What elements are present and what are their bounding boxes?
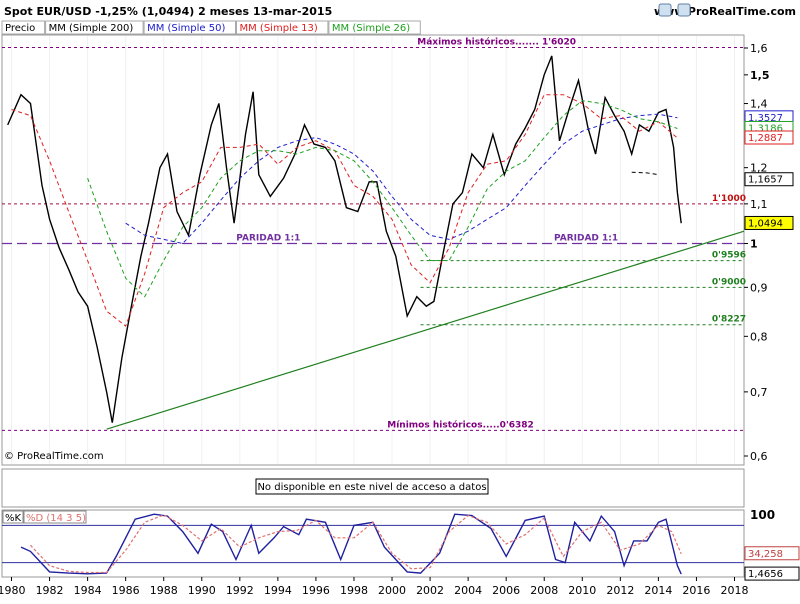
price-axis: 1,6 1,5 1,4 1,2 1,1 1 0,9 0,8 0,7 0,6 1,35271,3186… bbox=[744, 42, 794, 463]
value-label-3: 1,2887 bbox=[748, 133, 783, 144]
osc-tick-label: 100 bbox=[750, 508, 775, 522]
x-tick-label: 1980 bbox=[0, 584, 26, 597]
series-mm-simple-13- bbox=[11, 94, 678, 327]
x-tick-label: 2008 bbox=[530, 584, 558, 597]
osc-d-legend-box bbox=[23, 510, 87, 524]
x-tick-label: 2002 bbox=[416, 584, 444, 597]
value-label-box-3 bbox=[744, 130, 794, 145]
x-tick-label: 2000 bbox=[378, 584, 406, 597]
legend-item-4: MM (Simple 26) bbox=[332, 23, 410, 34]
osc-value-label-1: 1,4656 bbox=[748, 569, 783, 580]
osc-value-box-0 bbox=[744, 546, 800, 561]
y-tick-label: 1,1 bbox=[750, 198, 768, 211]
trendline bbox=[106, 230, 745, 430]
value-label-4: 1,1657 bbox=[748, 175, 783, 186]
y-tick-label: 0,7 bbox=[750, 386, 768, 399]
level-label-5: 0'8227 bbox=[712, 315, 746, 325]
series-mm-simple-50- bbox=[125, 113, 678, 245]
toolbar-icons[interactable] bbox=[658, 3, 691, 17]
value-label-2: 1,3186 bbox=[748, 123, 783, 134]
x-tick-label: 2004 bbox=[454, 584, 482, 597]
site-url[interactable]: www.ProRealTime.com bbox=[654, 5, 796, 18]
legend-item-3: MM (Simple 13) bbox=[240, 23, 318, 34]
x-tick-label: 2010 bbox=[568, 584, 596, 597]
y-tick-label: 1 bbox=[750, 238, 758, 251]
series-precio bbox=[7, 55, 682, 423]
oscillator-legend: %K %D (14 3 5) bbox=[2, 510, 87, 524]
x-tick-label: 1996 bbox=[302, 584, 330, 597]
osc-series-pct-k bbox=[20, 513, 682, 575]
main-panel bbox=[1, 34, 745, 466]
legend-box-0 bbox=[1, 20, 46, 35]
level-label-6: Mínimos históricos.....0'6382 bbox=[387, 419, 533, 430]
notice-text: No disponible en este nivel de acceso a … bbox=[257, 482, 486, 493]
notice-box bbox=[255, 478, 489, 495]
legend-item-1: MM (Simple 200) bbox=[49, 23, 134, 34]
settings-icon[interactable] bbox=[677, 3, 691, 17]
osc-value-label-0: 34,258 bbox=[748, 549, 783, 560]
level-label-3: 0'9596 bbox=[712, 251, 746, 261]
x-tick-label: 2018 bbox=[720, 584, 748, 597]
x-tick-label: 1984 bbox=[74, 584, 102, 597]
main-grid bbox=[11, 36, 735, 464]
legend: Precio MM (Simple 200) MM (Simple 50) MM (S… bbox=[1, 20, 421, 35]
legend-box-3 bbox=[236, 20, 329, 35]
level-lines: Máximos históricos....... 1'6020 1'1000 PA… bbox=[2, 36, 746, 431]
x-tick-label: 1982 bbox=[36, 584, 64, 597]
y-tick-label: 1,5 bbox=[750, 69, 770, 82]
legend-item-2: MM (Simple 50) bbox=[147, 23, 225, 34]
level-label-0: Máximos históricos....... 1'6020 bbox=[417, 36, 576, 47]
x-tick-label: 1998 bbox=[340, 584, 368, 597]
legend-item-0: Precio bbox=[5, 23, 35, 34]
y-tick-label: 0,8 bbox=[750, 330, 768, 343]
series-mm-simple-26- bbox=[87, 100, 678, 298]
x-tick-label: 1990 bbox=[188, 584, 216, 597]
value-label-box-4 bbox=[744, 172, 794, 187]
osc-d-legend: %D (14 3 5) bbox=[26, 513, 86, 524]
x-tick-label: 1988 bbox=[150, 584, 178, 597]
watermark: © ProRealTime.com bbox=[4, 451, 104, 462]
series-mm-simple-200- bbox=[631, 171, 659, 176]
level-label-4: 0'9000 bbox=[712, 277, 746, 287]
legend-box-4 bbox=[328, 20, 421, 35]
legend-box-1 bbox=[45, 20, 144, 35]
y-tick-label: 1,6 bbox=[750, 42, 768, 55]
chart-title: Spot EUR/USD -1,25% (1,0494) 2 meses 13-… bbox=[4, 5, 332, 18]
x-tick-label: 2006 bbox=[492, 584, 520, 597]
y-tick-label: 0,9 bbox=[750, 281, 768, 294]
x-axis: 1980 1982 1984 1986 1988 1990 1992 1994 1996 1998… bbox=[0, 577, 748, 597]
y-tick-label: 1,2 bbox=[750, 162, 768, 175]
paridad-label-2: PARIDAD 1:1 bbox=[554, 234, 618, 244]
osc-k-legend-box bbox=[2, 510, 24, 524]
y-tick-label: 0,6 bbox=[750, 450, 768, 463]
x-tick-label: 2012 bbox=[606, 584, 634, 597]
y-tick-label: 1,4 bbox=[750, 98, 768, 111]
level-label-2: PARIDAD 1:1 bbox=[236, 234, 300, 244]
value-label-box-5 bbox=[744, 215, 794, 230]
x-tick-label: 2016 bbox=[682, 584, 710, 597]
legend-box-2 bbox=[143, 20, 237, 35]
oscillator-axis: 100 34,258 1,4656 bbox=[744, 508, 800, 581]
osc-value-box-1 bbox=[744, 566, 800, 581]
x-tick-label: 1994 bbox=[264, 584, 292, 597]
window-icon[interactable] bbox=[658, 3, 672, 17]
value-label-1: 1,3527 bbox=[748, 113, 783, 124]
x-tick-label: 1986 bbox=[112, 584, 140, 597]
x-tick-label: 1992 bbox=[226, 584, 254, 597]
oscillator-series bbox=[2, 513, 744, 575]
oscillator-panel bbox=[1, 509, 745, 578]
osc-k-legend: %K bbox=[5, 513, 22, 524]
value-label-5: 1,0494 bbox=[748, 218, 783, 229]
price-series bbox=[7, 55, 682, 423]
header-bar: Spot EUR/USD -1,25% (1,0494) 2 meses 13-… bbox=[4, 3, 796, 18]
x-tick-label: 2014 bbox=[644, 584, 672, 597]
level-label-1: 1'1000 bbox=[712, 194, 746, 204]
